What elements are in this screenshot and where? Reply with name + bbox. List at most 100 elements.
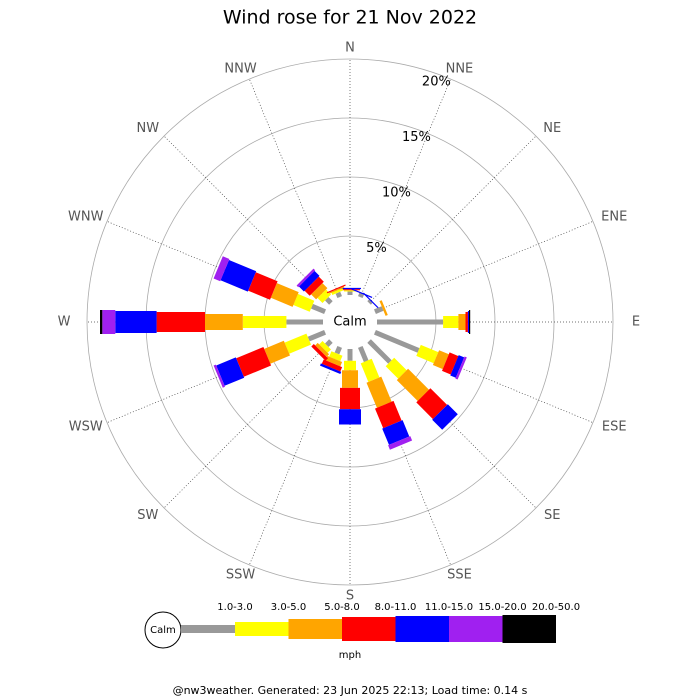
direction-label: WNW	[68, 210, 104, 225]
bar-segment	[213, 256, 230, 282]
legend-units: mph	[339, 650, 361, 661]
chart-title: Wind rose for 21 Nov 2022	[223, 7, 477, 29]
bar-segment	[442, 352, 459, 375]
direction-label: WSW	[69, 419, 103, 434]
direction-label: SSE	[447, 568, 472, 583]
direction-label: SW	[137, 508, 158, 523]
legend-swatch	[449, 616, 503, 642]
spoke	[249, 346, 340, 566]
bar-segment	[351, 288, 373, 298]
bar-segment	[264, 340, 290, 364]
bar-segment	[329, 286, 345, 294]
legend-swatch	[235, 622, 289, 636]
legend-calm-label: Calm	[150, 625, 176, 636]
legend-swatch	[342, 617, 396, 641]
legend-label: 3.0-5.0	[271, 602, 306, 613]
bar-segment	[331, 288, 344, 295]
bar-segment	[307, 330, 326, 342]
r-tick-label: 20%	[422, 75, 451, 90]
r-tick-label: 15%	[402, 130, 431, 145]
bar-segment	[220, 260, 257, 292]
direction-label: E	[632, 315, 640, 330]
bar-segment	[311, 283, 328, 300]
bar-segment	[385, 357, 407, 379]
bar-segment	[455, 356, 467, 380]
spoke	[360, 78, 451, 298]
bar-segment	[326, 284, 346, 294]
bar-segment	[465, 312, 468, 332]
bar-segment	[284, 333, 311, 354]
direction-label: SSW	[226, 568, 256, 583]
grid-ring	[86, 58, 614, 586]
spoke	[368, 135, 537, 304]
bar-segment	[416, 344, 439, 364]
bar-segment	[375, 400, 402, 429]
bar-segment	[205, 314, 243, 330]
bar-segment	[325, 297, 333, 305]
legend-label: 20.0-50.0	[532, 602, 580, 613]
legend-label: 11.0-15.0	[425, 602, 473, 613]
bar-segment	[340, 387, 360, 410]
bar-segment	[213, 364, 225, 388]
bar-segment	[450, 355, 465, 378]
bar-segment	[156, 312, 205, 332]
direction-label: NNW	[224, 61, 256, 76]
legend-swatch	[181, 625, 235, 633]
bar-segment	[325, 339, 333, 347]
bar-segment	[298, 270, 320, 292]
direction-label: W	[58, 315, 71, 330]
bar-segment	[335, 291, 342, 298]
bar-segment	[374, 306, 384, 314]
bar-segment	[367, 299, 373, 305]
legend-swatch	[502, 615, 556, 643]
r-tick-label: 10%	[382, 186, 411, 201]
bar-segment	[216, 357, 245, 386]
bar-segment	[286, 319, 323, 325]
footer: @nw3weather. Generated: 23 Jun 2025 22:1…	[173, 684, 528, 697]
bar-segment	[115, 311, 157, 333]
bar-segment	[379, 300, 388, 316]
bar-segment	[339, 409, 361, 425]
legend-swatch	[395, 616, 449, 642]
bar-segment	[374, 330, 420, 353]
bar-segment	[388, 436, 413, 450]
bar-segment	[100, 310, 103, 334]
bar-segment	[416, 388, 448, 420]
legend-label: 1.0-3.0	[217, 602, 252, 613]
bar-segment	[443, 316, 459, 328]
r-tick-label: 5%	[366, 241, 387, 256]
bar-segment	[102, 310, 116, 334]
direction-label: NW	[136, 121, 159, 136]
bar-segment	[296, 268, 316, 288]
bar-segment	[248, 272, 278, 300]
legend-label: 5.0-8.0	[324, 602, 359, 613]
legend-label: 8.0-11.0	[375, 602, 417, 613]
bar-segment	[366, 376, 392, 408]
direction-label: ENE	[601, 210, 627, 225]
spoke	[249, 78, 340, 298]
bar-segment	[432, 404, 458, 430]
bar-segment	[315, 342, 330, 357]
bar-segment	[270, 283, 299, 307]
spoke	[163, 135, 332, 304]
direction-label: NE	[543, 121, 561, 136]
bar-segment	[367, 339, 392, 364]
direction-label: NNE	[446, 61, 474, 76]
bar-segment	[396, 368, 429, 401]
bar-segment	[344, 290, 356, 292]
calm-label: Calm	[333, 315, 366, 330]
bar-segment	[339, 287, 361, 290]
bar-segment	[382, 420, 410, 445]
direction-label: S	[346, 589, 354, 604]
bar-segment	[360, 358, 380, 382]
calm-circle	[324, 296, 376, 348]
bar-segment	[347, 349, 353, 361]
bar-segment	[358, 346, 369, 363]
bar-segment	[467, 311, 469, 333]
legend-swatch	[288, 619, 342, 639]
bar-segment	[236, 347, 272, 377]
bar-segment	[311, 344, 328, 361]
bar-segment	[458, 314, 466, 330]
bar-segment	[432, 350, 449, 370]
